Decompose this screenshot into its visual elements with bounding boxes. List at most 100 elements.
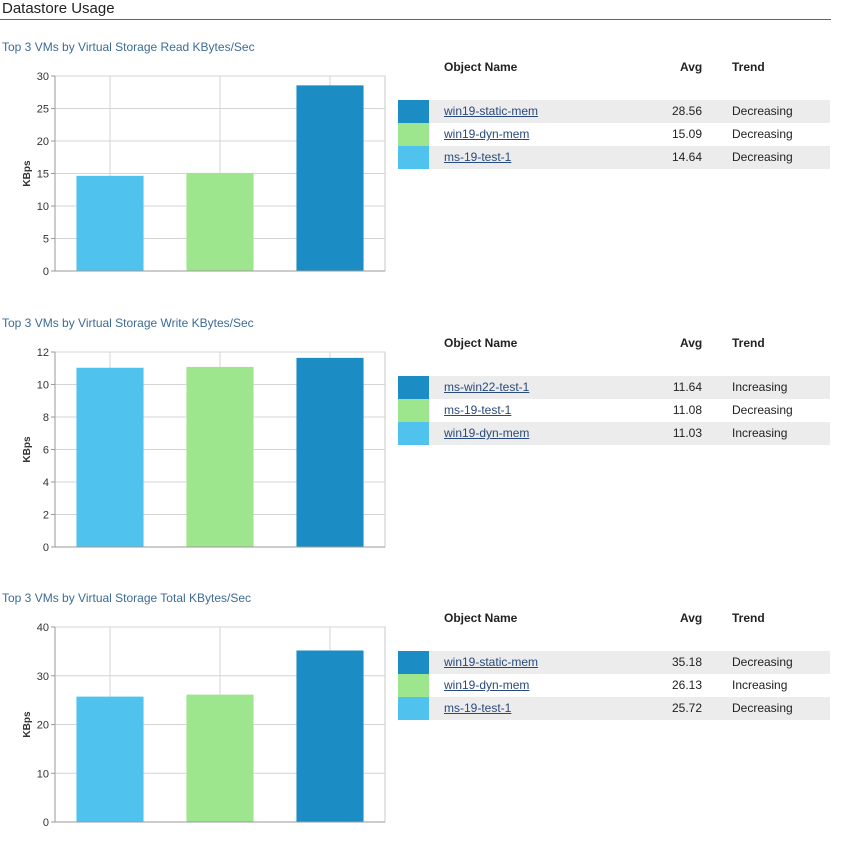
y-tick-label: 10 <box>37 201 49 213</box>
y-tick-label: 0 <box>43 266 49 278</box>
header-avg: Avg <box>680 611 703 625</box>
bar <box>186 694 254 822</box>
header-object-name: Object Name <box>444 60 518 74</box>
avg-value: 25.72 <box>671 701 702 715</box>
header-trend: Trend <box>732 60 765 74</box>
legend-row: ms-win22-test-1 11.64 Increasing <box>398 376 830 399</box>
bar-chart-read: 0 5 10 15 20 25 30 KBps <box>22 71 386 278</box>
y-tick-label: 4 <box>43 477 49 489</box>
header-trend: Trend <box>732 336 765 350</box>
y-tick-label: 10 <box>37 768 49 780</box>
y-axis-title: KBps <box>22 711 33 738</box>
bar-chart-total: 0 10 20 30 40 KBps <box>22 622 386 829</box>
y-axis-title: KBps <box>22 160 33 187</box>
avg-value: 11.03 <box>672 426 702 440</box>
section-title: Top 3 VMs by Virtual Storage Total KByte… <box>2 591 252 605</box>
legend-row: ms-19-test-1 11.08 Decreasing <box>398 399 830 422</box>
bar <box>76 175 144 271</box>
avg-value: 35.18 <box>671 655 702 669</box>
object-name-link[interactable]: win19-dyn-mem <box>444 678 530 692</box>
y-tick-label: 10 <box>37 380 49 392</box>
chart-section-write: Top 3 VMs by Virtual Storage Write KByte… <box>0 316 841 586</box>
bar <box>76 696 144 822</box>
header-object-name: Object Name <box>444 611 518 625</box>
y-axis-title: KBps <box>22 436 33 463</box>
trend-value: Increasing <box>732 380 788 394</box>
y-tick-label: 12 <box>37 347 49 359</box>
legend-row: ms-19-test-1 14.64 Decreasing <box>398 146 830 169</box>
object-name-link[interactable]: win19-static-mem <box>444 655 539 669</box>
section-title: Top 3 VMs by Virtual Storage Read KBytes… <box>2 40 255 54</box>
bar <box>296 357 364 547</box>
color-swatch <box>398 123 429 146</box>
y-tick-label: 6 <box>43 445 49 457</box>
y-tick-label: 25 <box>37 104 49 116</box>
legend-header: Object Name Avg Trend <box>398 336 830 376</box>
trend-value: Increasing <box>732 678 788 692</box>
chart-section-read: Top 3 VMs by Virtual Storage Read KBytes… <box>0 40 841 310</box>
bar <box>186 366 254 547</box>
object-name-link[interactable]: ms-19-test-1 <box>444 701 512 715</box>
avg-value: 28.56 <box>671 104 702 118</box>
chart-section-total: Top 3 VMs by Virtual Storage Total KByte… <box>0 591 841 861</box>
avg-value: 11.08 <box>672 403 702 417</box>
bar <box>296 85 364 271</box>
y-tick-label: 15 <box>37 169 49 181</box>
trend-value: Increasing <box>732 426 788 440</box>
y-tick-label: 0 <box>43 817 49 829</box>
color-swatch <box>398 651 429 674</box>
legend-header: Object Name Avg Trend <box>398 60 830 100</box>
legend-row: win19-dyn-mem 11.03 Increasing <box>398 422 830 445</box>
header-trend: Trend <box>732 611 765 625</box>
trend-value: Decreasing <box>732 127 793 141</box>
legend-row: win19-dyn-mem 26.13 Increasing <box>398 674 830 697</box>
y-tick-label: 5 <box>43 234 49 246</box>
color-swatch <box>398 100 429 123</box>
y-tick-label: 2 <box>43 510 49 522</box>
avg-value: 15.09 <box>671 127 702 141</box>
legend-row: win19-static-mem 35.18 Decreasing <box>398 651 830 674</box>
y-tick-label: 0 <box>43 542 49 554</box>
bar <box>296 650 364 822</box>
legend-table: Object Name Avg Trend win19-static-mem 3… <box>398 611 830 720</box>
y-tick-label: 20 <box>37 136 49 148</box>
y-tick-label: 30 <box>37 671 49 683</box>
y-tick-label: 40 <box>37 622 49 634</box>
object-name-link[interactable]: win19-dyn-mem <box>444 127 530 141</box>
header-avg: Avg <box>680 336 703 350</box>
object-name-link[interactable]: ms-19-test-1 <box>444 403 512 417</box>
trend-value: Decreasing <box>732 104 793 118</box>
object-name-link[interactable]: win19-static-mem <box>444 104 539 118</box>
legend-row: ms-19-test-1 25.72 Decreasing <box>398 697 830 720</box>
object-name-link[interactable]: win19-dyn-mem <box>444 426 530 440</box>
avg-value: 14.64 <box>671 150 702 164</box>
trend-value: Decreasing <box>732 701 793 715</box>
object-name-link[interactable]: ms-19-test-1 <box>444 150 512 164</box>
y-tick-label: 8 <box>43 412 49 424</box>
color-swatch <box>398 674 429 697</box>
bar-chart-write: 0 2 4 6 8 10 12 KBps <box>22 347 386 554</box>
trend-value: Decreasing <box>732 150 793 164</box>
color-swatch <box>398 697 429 720</box>
bar <box>186 172 254 271</box>
trend-value: Decreasing <box>732 655 793 669</box>
legend-row: win19-dyn-mem 15.09 Decreasing <box>398 123 830 146</box>
color-swatch <box>398 146 429 169</box>
page-title: Datastore Usage <box>2 0 115 17</box>
color-swatch <box>398 399 429 422</box>
legend-table: Object Name Avg Trend win19-static-mem 2… <box>398 60 830 169</box>
object-name-link[interactable]: ms-win22-test-1 <box>444 380 530 394</box>
color-swatch <box>398 422 429 445</box>
y-tick-label: 30 <box>37 71 49 83</box>
trend-value: Decreasing <box>732 403 793 417</box>
section-title: Top 3 VMs by Virtual Storage Write KByte… <box>2 316 254 330</box>
y-tick-label: 20 <box>37 720 49 732</box>
color-swatch <box>398 376 429 399</box>
bar <box>76 367 144 547</box>
header-avg: Avg <box>680 60 703 74</box>
legend-row: win19-static-mem 28.56 Decreasing <box>398 100 830 123</box>
legend-table: Object Name Avg Trend ms-win22-test-1 11… <box>398 336 830 445</box>
avg-value: 26.13 <box>671 678 702 692</box>
avg-value: 11.64 <box>672 380 702 394</box>
legend-header: Object Name Avg Trend <box>398 611 830 651</box>
